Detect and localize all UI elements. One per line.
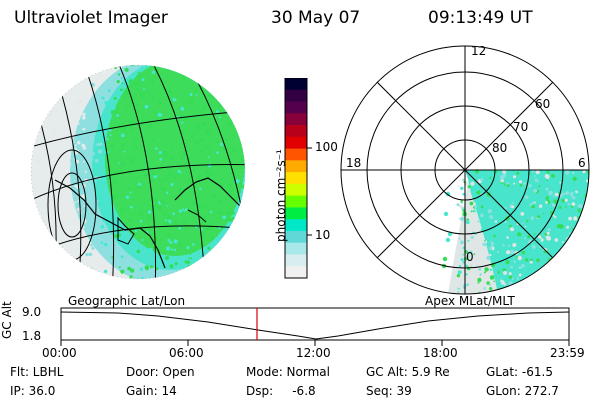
info-gain: Gain: 14: [126, 384, 177, 398]
timeline-y-tick-bottom: 1.8: [22, 329, 42, 343]
time-label: 09:13:49 UT: [428, 8, 533, 28]
info-glat: GLat: -61.5: [486, 365, 553, 379]
colorbar-segment: [285, 183, 307, 197]
geographic-map: [30, 64, 246, 280]
info-ip: IP: 36.0: [10, 384, 56, 398]
info-seq: Seq: 39: [366, 384, 412, 398]
mlt-label-0: 0: [466, 250, 474, 264]
apex-label: Apex MLat/MLT: [425, 294, 515, 308]
info-glon: GLon: 272.7: [486, 384, 559, 398]
colorbar-segment: [285, 207, 307, 220]
timeline-y-title: GC Alt: [0, 301, 14, 339]
colorbar-segment: [285, 160, 307, 173]
info-filter: Flt: LBHL: [10, 365, 64, 379]
info-mode: Mode: Normal: [246, 365, 330, 379]
timeline-x-tick-1200: 12:00: [296, 346, 331, 360]
colorbar-segment: [285, 113, 307, 126]
info-dsp: Dsp: -6.8: [246, 384, 316, 398]
geographic-label: Geographic Lat/Lon: [68, 294, 186, 308]
colorbar-segment: [285, 219, 307, 232]
colorbar-segment: [285, 230, 307, 244]
mlat-label-60: 60: [535, 97, 551, 111]
timeline-x-tick-0600: 06:00: [169, 346, 204, 360]
colorbar-segment: [285, 266, 307, 279]
colorbar: [284, 78, 312, 279]
altitude-timeline: [60, 307, 570, 346]
colorbar-segment: [285, 254, 307, 267]
info-gc-alt: GC Alt: 5.9 Re: [366, 365, 450, 379]
colorbar-segment: [285, 148, 307, 161]
colorbar-tick-10: 10: [315, 228, 331, 242]
timeline-x-tick-2359: 23:59: [550, 346, 585, 360]
date-label: 30 May 07: [271, 8, 361, 28]
colorbar-segment: [285, 78, 307, 91]
colorbar-segment: [285, 172, 307, 185]
mlt-label-12: 12: [471, 44, 487, 58]
mlat-label-80: 80: [492, 141, 508, 155]
colorbar-segment: [285, 125, 307, 138]
instrument-title: Ultraviolet Imager: [14, 8, 168, 28]
mlat-label-70: 70: [513, 120, 529, 134]
mlt-label-18: 18: [346, 156, 362, 170]
colorbar-tick-100: 100: [315, 140, 338, 154]
mlat-mlt-polar-plot: [340, 45, 590, 295]
mlt-label-6: 6: [578, 156, 586, 170]
timeline-x-tick-1800: 18:00: [423, 346, 458, 360]
colorbar-segment: [285, 136, 307, 150]
colorbar-segment: [285, 89, 307, 103]
colorbar-segment: [285, 242, 307, 256]
timeline-y-tick-top: 9.0: [22, 305, 42, 319]
colorbar-segment: [285, 195, 307, 209]
colorbar-segment: [285, 101, 307, 114]
timeline-x-tick-0000: 00:00: [42, 346, 77, 360]
colorbar-unit-label: photon cm⁻²s⁻¹: [274, 149, 288, 242]
info-door: Door: Open: [126, 365, 195, 379]
